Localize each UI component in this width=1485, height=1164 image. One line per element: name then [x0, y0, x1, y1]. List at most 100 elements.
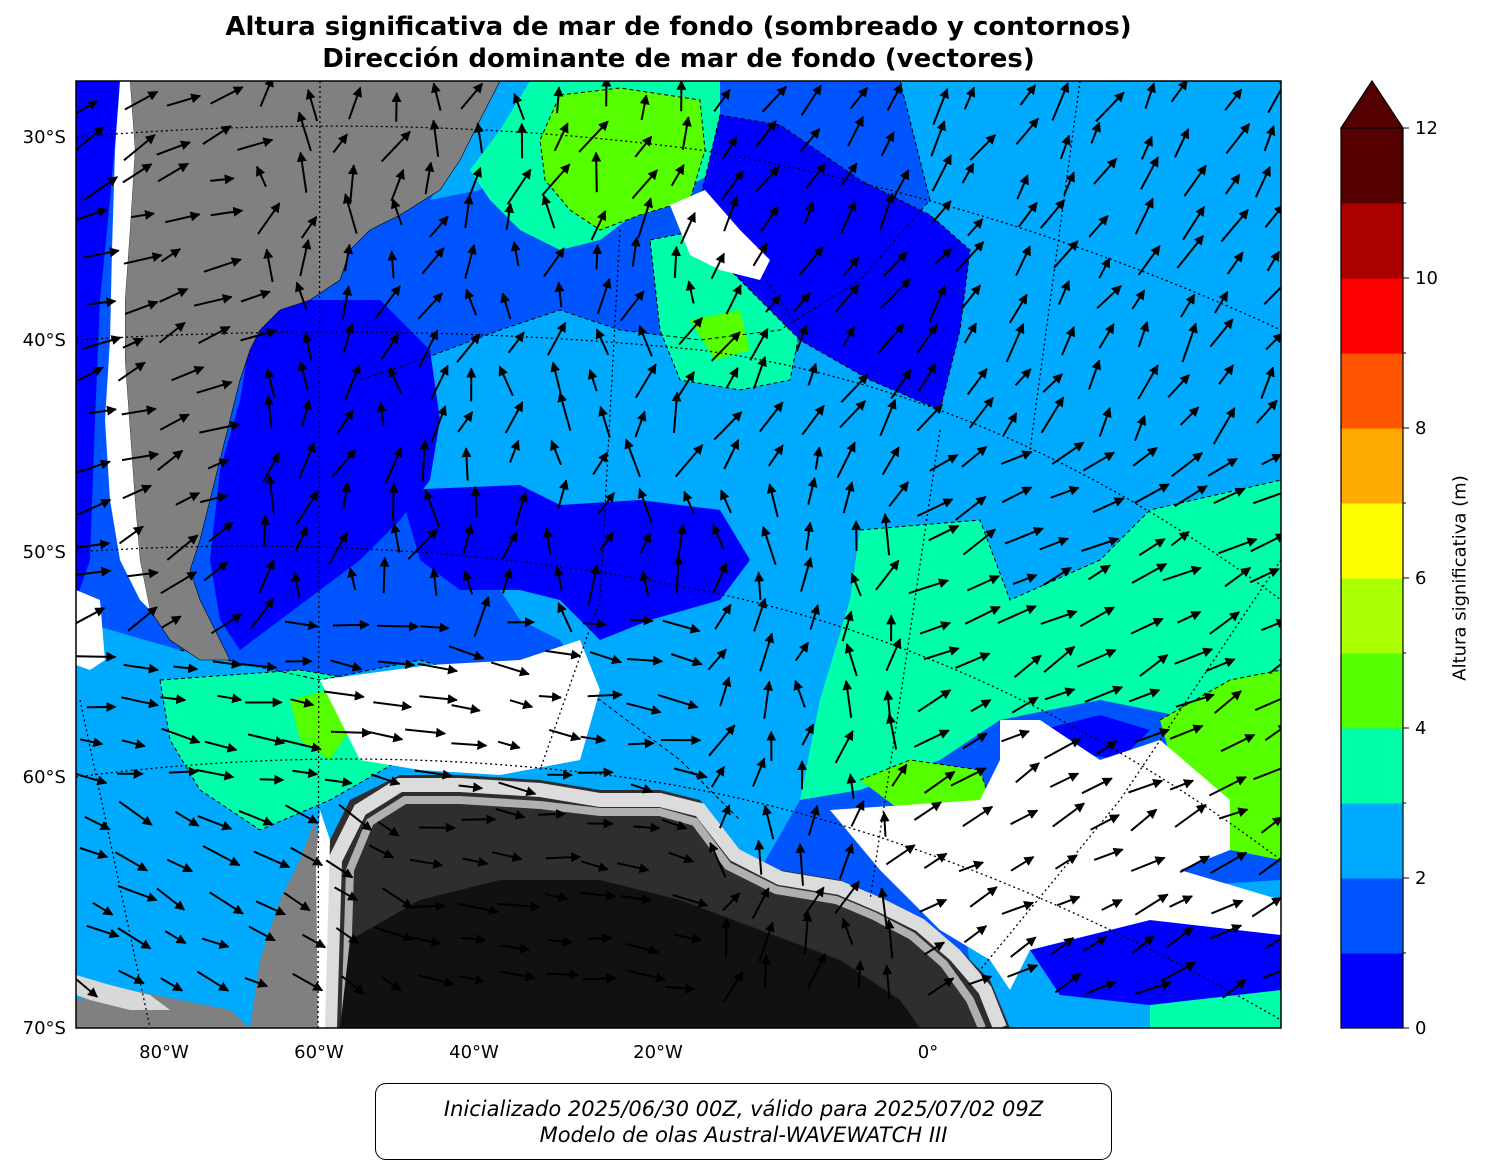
colorbar-segment	[1341, 803, 1403, 879]
swell-vector	[202, 125, 232, 145]
swell-vector	[803, 201, 815, 225]
swell-vector	[156, 140, 191, 156]
swell-vector	[545, 852, 582, 863]
swell-vector	[161, 727, 201, 745]
swell-vector	[805, 163, 826, 189]
swell-vector	[638, 324, 653, 357]
swell-vector	[240, 328, 278, 342]
swell-vector	[374, 285, 401, 320]
swell-vector	[1218, 807, 1249, 820]
swell-vector	[84, 247, 120, 259]
swell-vector	[1139, 654, 1169, 677]
swell-vector	[284, 620, 319, 631]
swell-vector	[1260, 619, 1281, 632]
swell-vector	[877, 323, 905, 354]
swell-vector	[122, 484, 153, 500]
swell-vector	[685, 280, 696, 304]
swell-vector	[264, 395, 275, 429]
swell-vector	[955, 241, 985, 272]
swell-vector	[634, 410, 647, 438]
swell-vector	[123, 134, 156, 162]
swell-vector	[1224, 88, 1243, 111]
swell-vector	[334, 886, 359, 902]
swell-vector	[1090, 814, 1120, 831]
swell-vector	[347, 567, 358, 591]
swell-vector	[330, 727, 372, 738]
swell-vector	[917, 362, 937, 392]
swell-vector	[582, 619, 607, 630]
swell-vector	[77, 366, 104, 382]
swell-vector	[630, 615, 654, 626]
swell-vector	[849, 86, 869, 110]
swell-vector	[122, 163, 153, 184]
swell-vector	[1039, 537, 1069, 551]
swell-vector	[302, 332, 313, 361]
swell-vector	[795, 842, 806, 886]
swell-vector	[760, 205, 779, 232]
swell-vector	[557, 479, 569, 509]
swell-vector	[79, 737, 104, 748]
swell-vector	[1144, 82, 1156, 110]
swell-vector	[752, 757, 766, 787]
swell-vector	[202, 845, 241, 867]
swell-vector	[460, 82, 484, 110]
swell-vector	[208, 521, 234, 543]
swell-vector	[665, 983, 696, 994]
swell-vector	[1131, 289, 1146, 310]
swell-vector	[1098, 407, 1112, 438]
swell-vector	[1087, 564, 1111, 581]
longitude-label: 80°W	[139, 1042, 189, 1063]
swell-vector	[1130, 808, 1158, 832]
swell-vector	[923, 852, 948, 870]
swell-vector	[557, 602, 573, 633]
swell-vector	[639, 94, 650, 121]
swell-vector	[681, 116, 692, 150]
swell-vector	[879, 811, 890, 837]
swell-vector	[1209, 924, 1243, 940]
swell-vector	[263, 248, 274, 283]
swell-vector	[803, 521, 814, 551]
swell-vector	[174, 810, 200, 827]
swell-vector	[407, 935, 442, 947]
swell-vector	[340, 975, 365, 995]
swell-vector	[1015, 762, 1040, 784]
swell-vector	[842, 256, 860, 277]
colorbar-segment	[1341, 578, 1403, 654]
swell-region-4-5m	[860, 760, 990, 810]
swell-vector	[390, 168, 405, 202]
swell-vector	[1264, 931, 1281, 950]
swell-vector	[1183, 164, 1207, 197]
swell-vector	[1213, 690, 1242, 714]
swell-vector	[840, 373, 869, 403]
swell-vector	[1249, 567, 1280, 584]
swell-vector	[581, 860, 609, 872]
swell-vector	[1000, 450, 1033, 465]
swell-vector	[122, 337, 144, 349]
swell-vector	[751, 887, 770, 919]
swell-vector	[461, 447, 472, 481]
swell-vector	[657, 694, 699, 710]
swell-vector	[424, 161, 435, 195]
swell-vector	[1010, 856, 1035, 872]
swell-vector	[923, 646, 960, 661]
swell-vector	[545, 649, 582, 660]
footer-box: Inicializado 2025/06/30 00Z, válido para…	[375, 1083, 1112, 1160]
swell-vector	[1131, 563, 1168, 584]
swell-vector	[207, 458, 230, 470]
swell-vector	[1059, 134, 1071, 160]
swell-vector	[300, 215, 318, 239]
swell-vector	[725, 284, 742, 315]
swell-vector	[838, 843, 854, 880]
swell-vector	[259, 774, 285, 785]
swell-vector	[330, 659, 363, 672]
swell-vector	[719, 676, 732, 707]
swell-vector	[1010, 936, 1037, 958]
swell-vector	[76, 459, 111, 474]
swell-vector	[617, 862, 650, 874]
swell-vector	[295, 525, 308, 552]
swell-vector	[362, 729, 404, 743]
swell-vector	[1051, 441, 1085, 465]
swell-vector	[504, 202, 515, 231]
swell-vector	[710, 331, 741, 362]
